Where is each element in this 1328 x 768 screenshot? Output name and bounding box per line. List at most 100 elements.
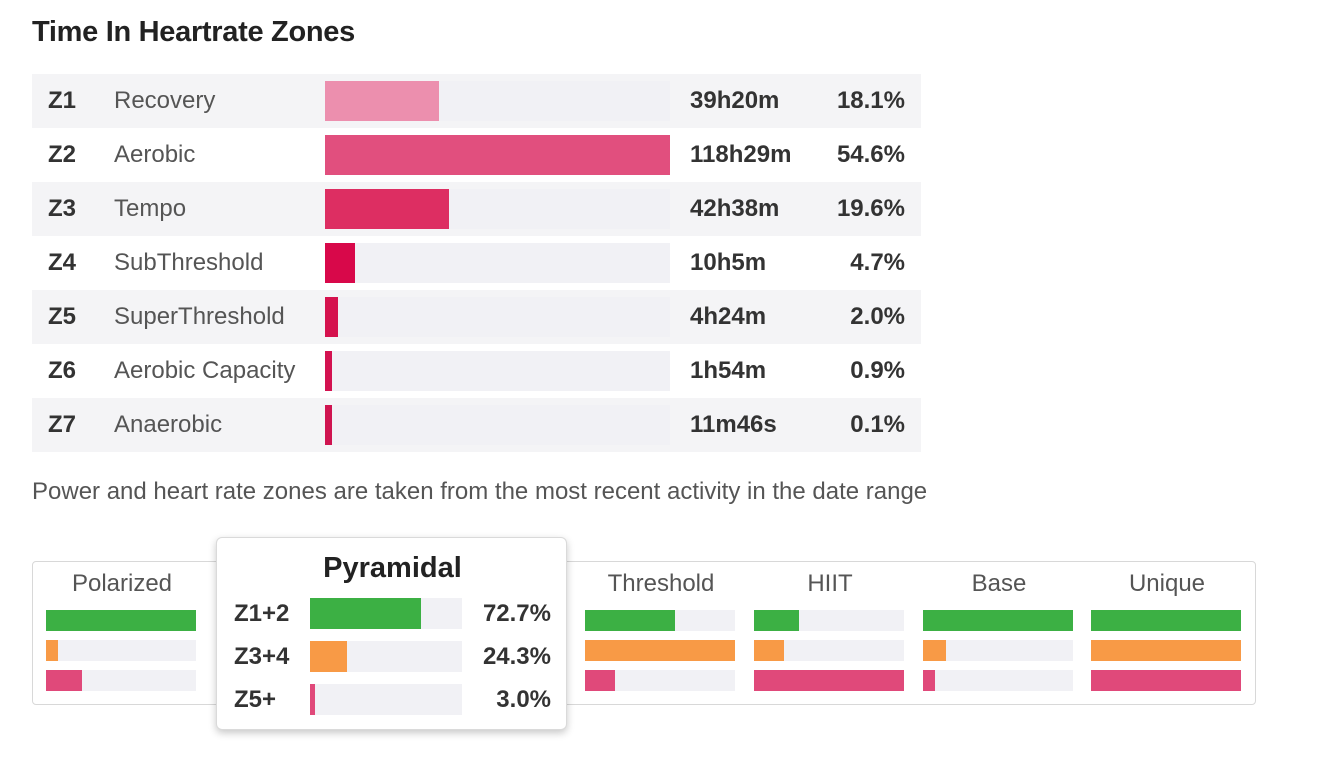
distribution-hiit[interactable]: HIIT: [754, 562, 906, 704]
mini-bar-high: [585, 670, 615, 691]
mini-bar-mid: [754, 640, 784, 661]
zone-bar-track: [325, 405, 670, 445]
zone-row-z3[interactable]: Z3 Tempo 42h38m 19.6%: [32, 182, 921, 236]
tooltip-row-percent: 24.3%: [482, 643, 551, 670]
mini-bar-high: [923, 670, 935, 691]
zone-bar-track: [325, 243, 670, 283]
zone-time: 10h5m: [690, 249, 767, 276]
tooltip-row-percent: 3.0%: [496, 686, 551, 713]
zone-percent: 4.7%: [850, 249, 905, 276]
zones-note: Power and heart rate zones are taken fro…: [32, 478, 928, 505]
mini-bar-low: [754, 610, 799, 631]
tooltip-row: Z3+4 24.3%: [217, 637, 568, 677]
distribution-label: Base: [971, 570, 1027, 597]
zone-time: 11m46s: [690, 411, 777, 438]
tooltip-row-label: Z3+4: [234, 643, 290, 670]
zone-id: Z6: [48, 357, 77, 384]
zone-bar-track: [325, 81, 670, 121]
tooltip-row: Z5+ 3.0%: [217, 680, 568, 720]
mini-bar-track: [754, 670, 904, 691]
zone-percent: 19.6%: [836, 195, 905, 222]
zone-bar: [325, 297, 338, 337]
zone-name: Recovery: [114, 87, 216, 114]
zone-id: Z5: [48, 303, 77, 330]
zone-percent: 0.9%: [850, 357, 905, 384]
mini-bar-track: [923, 610, 1073, 631]
distribution-polarized[interactable]: Polarized: [46, 562, 198, 704]
tooltip-bar: [310, 684, 315, 715]
zone-time: 39h20m: [690, 87, 780, 114]
mini-bar-track: [585, 640, 735, 661]
mini-bar-low: [923, 610, 1073, 631]
mini-bar-track: [46, 670, 196, 691]
distribution-label: Threshold: [607, 570, 715, 597]
tooltip-title: Pyramidal: [323, 552, 462, 584]
zone-name: SubThreshold: [114, 249, 264, 276]
zone-time: 118h29m: [690, 141, 792, 168]
mini-bar-high: [1091, 670, 1241, 691]
zone-id: Z7: [48, 411, 77, 438]
zone-percent: 0.1%: [850, 411, 905, 438]
zone-row-z2[interactable]: Z2 Aerobic 118h29m 54.6%: [32, 128, 921, 182]
zone-name: SuperThreshold: [114, 303, 285, 330]
distribution-unique[interactable]: Unique: [1091, 562, 1243, 704]
tooltip-row-label: Z5+: [234, 686, 277, 713]
zone-percent: 18.1%: [836, 87, 905, 114]
zone-percent: 54.6%: [836, 141, 905, 168]
page-title: Time In Heartrate Zones: [32, 16, 355, 48]
zone-bar: [325, 351, 332, 391]
zone-percent: 2.0%: [850, 303, 905, 330]
tooltip-bar-track: [310, 684, 462, 715]
pyramidal-tooltip: Pyramidal Z1+2 72.7% Z3+4 24.3% Z5+ 3.0%: [216, 537, 567, 730]
zone-name: Aerobic Capacity: [114, 357, 296, 384]
mini-bar-track: [923, 640, 1073, 661]
mini-bar-mid: [46, 640, 58, 661]
zone-bar-track: [325, 351, 670, 391]
mini-bar-track: [585, 670, 735, 691]
mini-bar-track: [754, 610, 904, 631]
zone-row-z7[interactable]: Z7 Anaerobic 11m46s 0.1%: [32, 398, 921, 452]
tooltip-row-percent: 72.7%: [482, 600, 551, 627]
mini-bar-track: [923, 670, 1073, 691]
tooltip-bar-track: [310, 641, 462, 672]
mini-bar-mid: [585, 640, 735, 661]
zone-bar-track: [325, 135, 670, 175]
zone-row-z5[interactable]: Z5 SuperThreshold 4h24m 2.0%: [32, 290, 921, 344]
tooltip-row-label: Z1+2: [234, 600, 290, 627]
distribution-base[interactable]: Base: [923, 562, 1075, 704]
mini-bar-mid: [923, 640, 946, 661]
zone-bar-track: [325, 189, 670, 229]
mini-bar-track: [754, 640, 904, 661]
zone-id: Z1: [48, 87, 77, 114]
tooltip-bar: [310, 598, 421, 629]
zone-bar: [325, 243, 355, 283]
zone-row-z4[interactable]: Z4 SubThreshold 10h5m 4.7%: [32, 236, 921, 290]
zone-id: Z2: [48, 141, 77, 168]
mini-bar-low: [46, 610, 196, 631]
mini-bar-low: [1091, 610, 1241, 631]
zone-row-z6[interactable]: Z6 Aerobic Capacity 1h54m 0.9%: [32, 344, 921, 398]
zone-bar: [325, 189, 449, 229]
mini-bar-high: [46, 670, 82, 691]
zone-time: 42h38m: [690, 195, 780, 222]
mini-bar-track: [1091, 610, 1241, 631]
distribution-label: Polarized: [71, 570, 173, 597]
zone-bar: [325, 405, 332, 445]
tooltip-row: Z1+2 72.7%: [217, 594, 568, 634]
mini-bar-track: [46, 640, 196, 661]
zone-name: Tempo: [114, 195, 187, 222]
zones-table: Z1 Recovery 39h20m 18.1% Z2 Aerobic 118h…: [32, 74, 921, 452]
zone-name: Aerobic: [114, 141, 196, 168]
distribution-threshold[interactable]: Threshold: [585, 562, 737, 704]
zone-id: Z3: [48, 195, 77, 222]
zone-row-z1[interactable]: Z1 Recovery 39h20m 18.1%: [32, 74, 921, 128]
zone-time: 4h24m: [690, 303, 767, 330]
zone-name: Anaerobic: [114, 411, 223, 438]
mini-bar-track: [585, 610, 735, 631]
zone-bar: [325, 135, 670, 175]
mini-bar-high: [754, 670, 904, 691]
zone-bar-track: [325, 297, 670, 337]
zone-bar: [325, 81, 440, 121]
mini-bar-track: [1091, 640, 1241, 661]
zone-id: Z4: [48, 249, 77, 276]
